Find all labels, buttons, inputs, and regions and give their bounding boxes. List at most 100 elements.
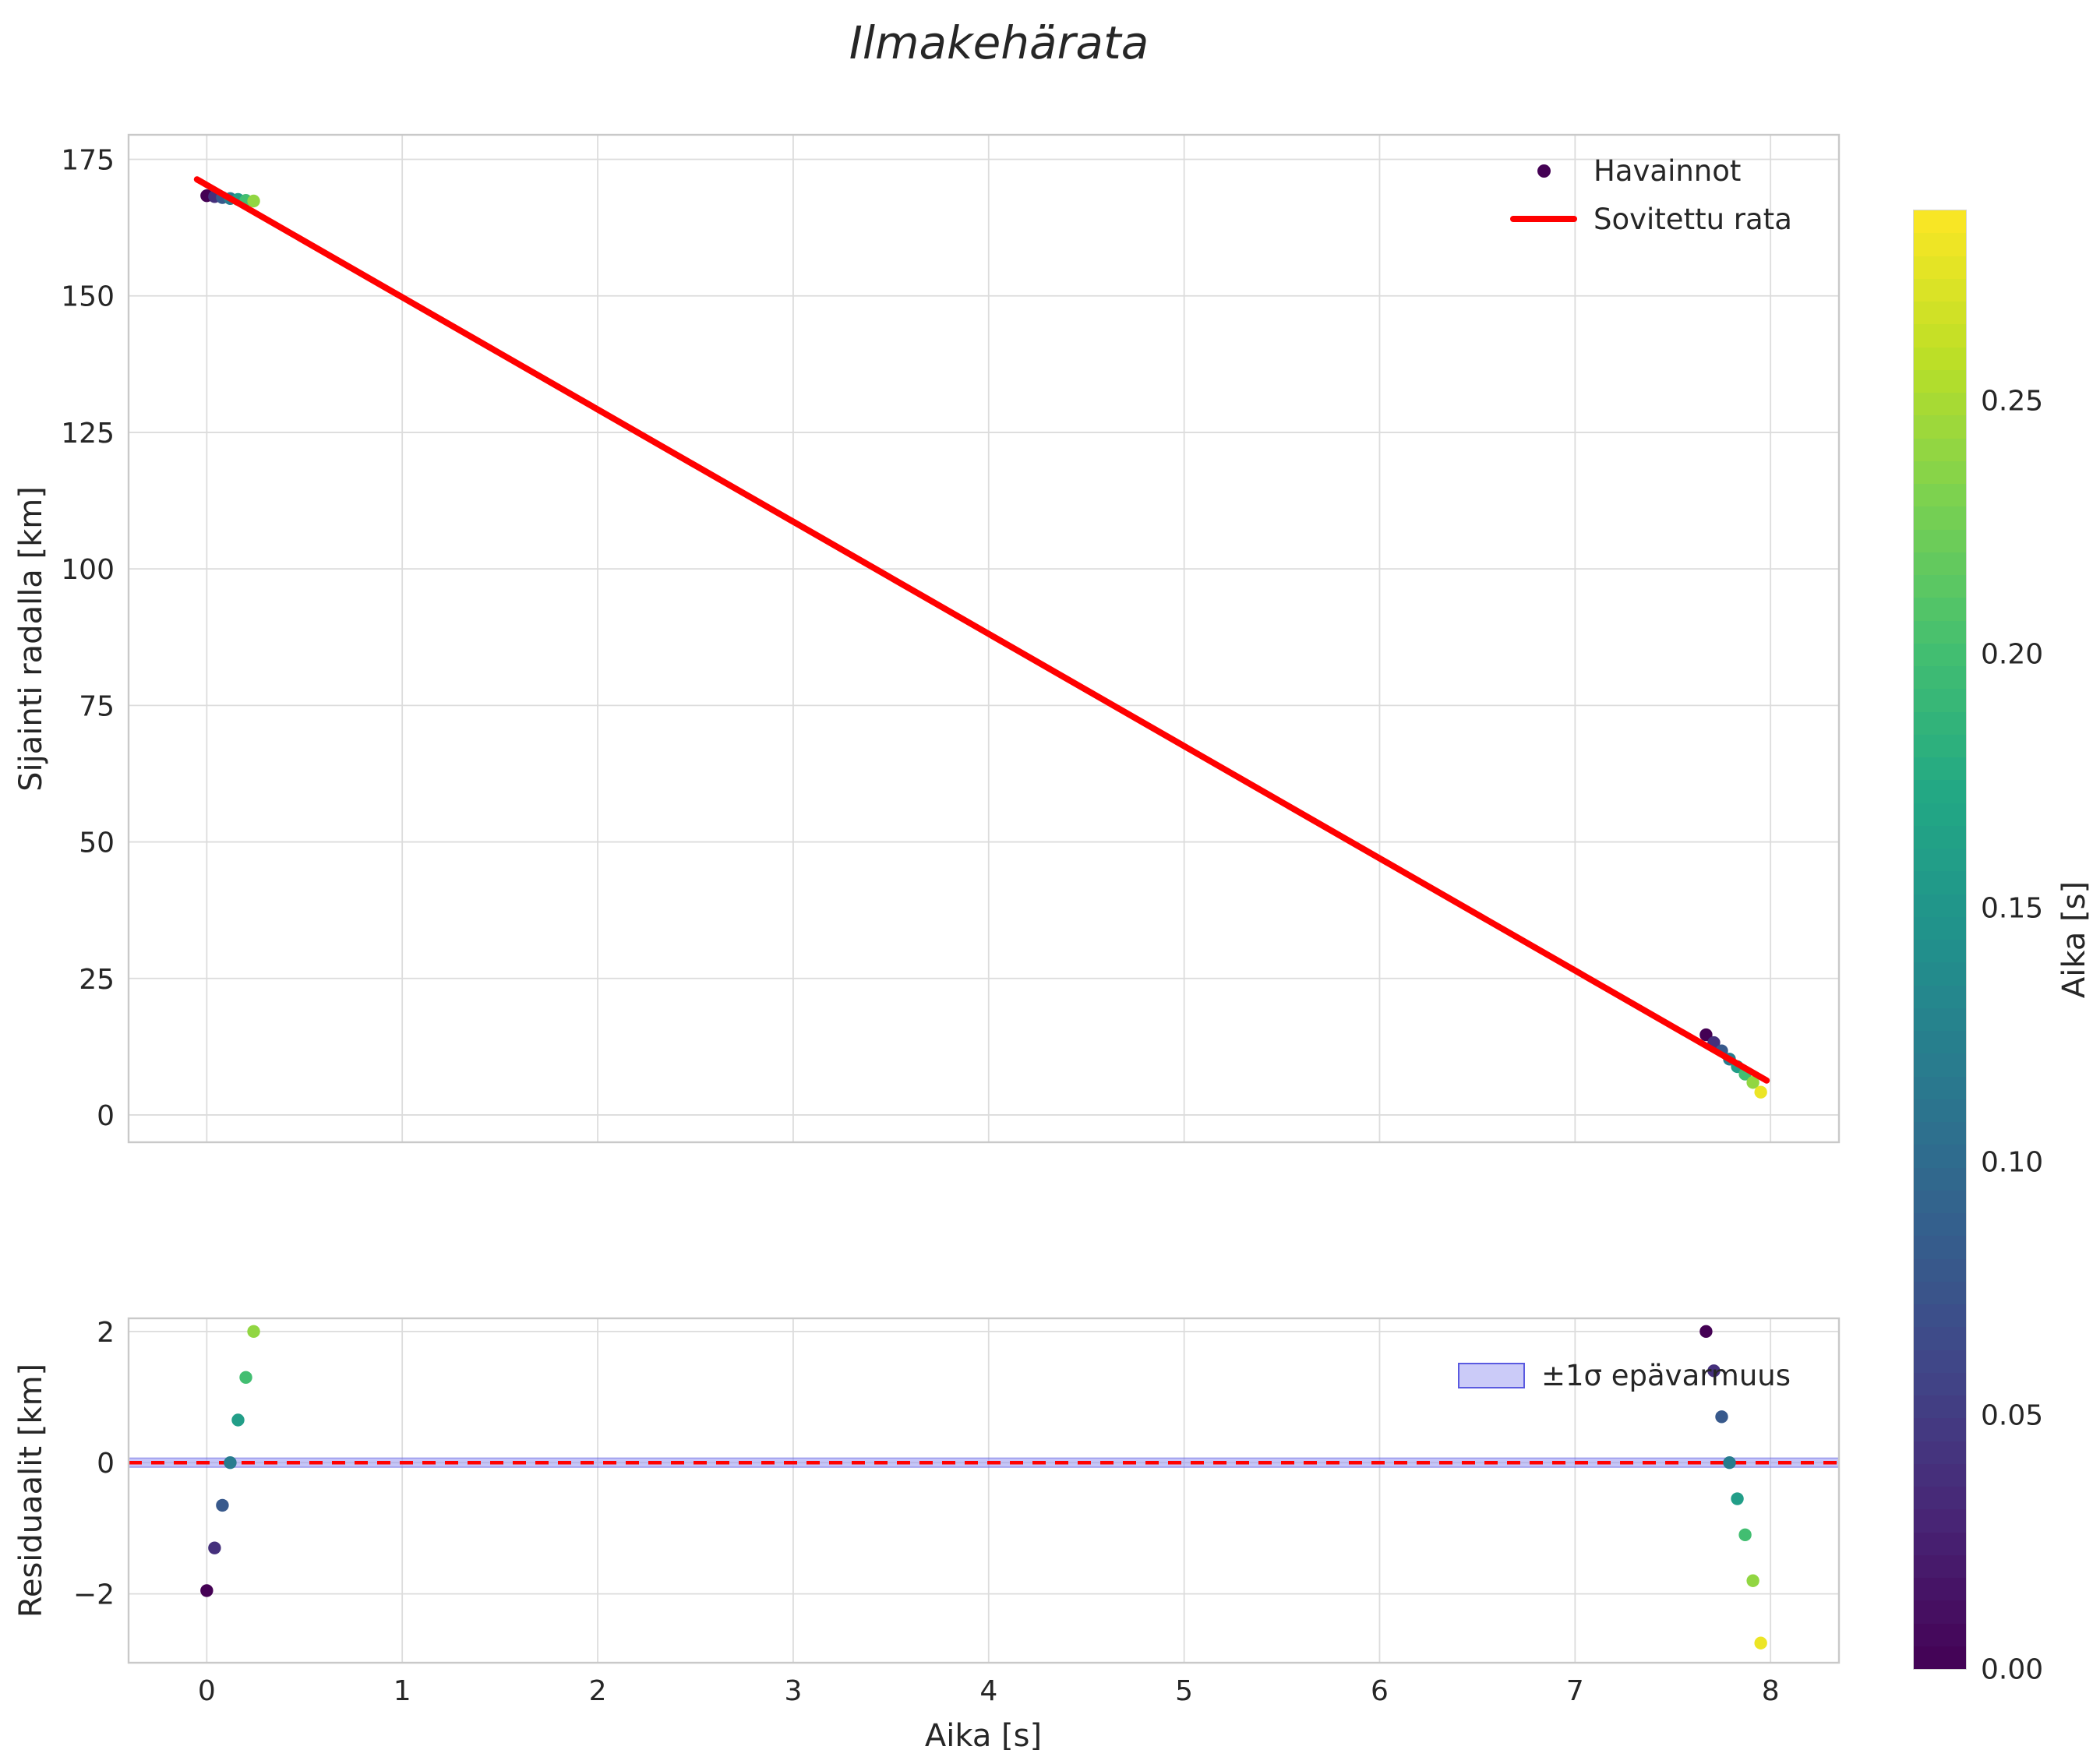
colorbar-slice	[1914, 1350, 1966, 1373]
svg-text:100: 100	[61, 554, 115, 586]
colorbar-label: Aika [s]	[2056, 880, 2092, 999]
fit-line-icon	[1510, 216, 1577, 222]
colorbar-slice	[1914, 347, 1966, 370]
gridlines	[129, 135, 1839, 1142]
colorbar-slice	[1914, 1646, 1966, 1669]
data-point	[1754, 1636, 1767, 1649]
svg-text:125: 125	[61, 418, 115, 450]
legend-symbol-box	[1508, 216, 1579, 222]
scatter-marker-icon	[1537, 164, 1551, 178]
colorbar-slice	[1914, 1487, 1966, 1510]
colorbar-slice	[1914, 803, 1966, 826]
tick-labels: −2 0 2 0 1 2 3 4 5 6 7 8	[73, 1317, 1780, 1707]
colorbar-slice	[1914, 506, 1966, 530]
legend-residuals: ±1σ epävarmuus	[1456, 1357, 1791, 1393]
colorbar-slice	[1914, 1327, 1966, 1350]
colorbar-slice	[1914, 278, 1966, 302]
colorbar-slice	[1914, 484, 1966, 507]
data-point	[1723, 1456, 1736, 1470]
svg-text:4: 4	[979, 1675, 997, 1707]
data-point	[239, 1371, 252, 1384]
colorbar-slice	[1914, 940, 1966, 963]
data-point	[1754, 1085, 1767, 1099]
colorbar-slice	[1914, 643, 1966, 666]
svg-text:2: 2	[97, 1317, 115, 1349]
svg-text:150: 150	[61, 281, 115, 313]
colorbar-slice	[1914, 393, 1966, 416]
y-axis-label-residuals: Residuaalit [km]	[13, 1363, 49, 1618]
colorbar-tick-label: 0.25	[1981, 385, 2044, 418]
colorbar-slice	[1914, 1578, 1966, 1601]
colorbar-slice	[1914, 1031, 1966, 1054]
colorbar-slice	[1914, 849, 1966, 872]
svg-text:0: 0	[198, 1675, 216, 1707]
svg-text:5: 5	[1175, 1675, 1193, 1707]
legend-entry-uncertainty: ±1σ epävarmuus	[1456, 1357, 1791, 1393]
svg-text:8: 8	[1762, 1675, 1780, 1707]
colorbar-slice	[1914, 529, 1966, 552]
svg-text:0: 0	[97, 1448, 115, 1480]
legend-entry-havainnot: Havainnot	[1508, 153, 1792, 189]
colorbar-slice	[1914, 711, 1966, 735]
y-axis-label-position: Sijainti radalla [km]	[13, 486, 49, 792]
colorbar-tick-label: 0.05	[1981, 1399, 2044, 1432]
svg-text:175: 175	[61, 145, 115, 177]
colorbar-slice	[1914, 1099, 1966, 1122]
colorbar-slice	[1914, 689, 1966, 712]
colorbar-slice	[1914, 1213, 1966, 1237]
colorbar-slice	[1914, 666, 1966, 690]
data-point	[216, 1498, 229, 1512]
colorbar-slice	[1914, 1372, 1966, 1395]
legend-label-sovitettu-rata: Sovitettu rata	[1594, 202, 1792, 236]
colorbar-slice	[1914, 1304, 1966, 1328]
data-point	[1699, 1028, 1713, 1042]
data-point	[224, 1456, 237, 1470]
colorbar-slice	[1914, 302, 1966, 325]
residual-points	[200, 1325, 1767, 1649]
colorbar-slice	[1914, 780, 1966, 803]
data-point	[1699, 1325, 1713, 1339]
colorbar-slice	[1914, 871, 1966, 894]
colorbar-slice	[1914, 210, 1966, 234]
colorbar-slice	[1914, 1145, 1966, 1168]
colorbar-slice	[1914, 916, 1966, 940]
svg-text:7: 7	[1566, 1675, 1584, 1707]
colorbar-slice	[1914, 1509, 1966, 1533]
colorbar-tick-label: 0.00	[1981, 1653, 2044, 1686]
colorbar-slice	[1914, 438, 1966, 461]
colorbar-gradient	[1913, 210, 1967, 1670]
legend-main: Havainnot Sovitettu rata	[1508, 153, 1792, 237]
legend-entry-sovitettu-rata: Sovitettu rata	[1508, 201, 1792, 237]
colorbar-slice	[1914, 1053, 1966, 1077]
residuals-panel: −2 0 2 0 1 2 3 4 5 6 7 8	[73, 1317, 1841, 1707]
colorbar-slice	[1914, 575, 1966, 598]
svg-text:25: 25	[79, 964, 115, 996]
colorbar-slice	[1914, 1258, 1966, 1282]
colorbar-slice	[1914, 460, 1966, 484]
colorbar-slice	[1914, 825, 1966, 849]
colorbar-slice	[1914, 1418, 1966, 1441]
svg-text:0: 0	[97, 1100, 115, 1132]
colorbar-slice	[1914, 1122, 1966, 1145]
data-point	[208, 1541, 221, 1554]
svg-text:−2: −2	[73, 1579, 115, 1611]
data-point	[1746, 1076, 1759, 1089]
colorbar-slice	[1914, 1190, 1966, 1213]
colorbar-tick-label: 0.10	[1981, 1146, 2044, 1179]
colorbar-slice	[1914, 1395, 1966, 1419]
colorbar-slice	[1914, 894, 1966, 917]
colorbar-slice	[1914, 552, 1966, 575]
trajectory-panel: 0 25 50 75 100 125 150 175	[61, 133, 1841, 1144]
axes-frame	[127, 1317, 1841, 1664]
svg-text:2: 2	[589, 1675, 607, 1707]
svg-text:6: 6	[1371, 1675, 1389, 1707]
svg-text:3: 3	[784, 1675, 802, 1707]
legend-symbol-box	[1456, 1362, 1527, 1388]
colorbar-slice	[1914, 256, 1966, 279]
tick-labels: 0 25 50 75 100 125 150 175	[61, 145, 115, 1132]
legend-label-uncertainty: ±1σ epävarmuus	[1541, 1358, 1791, 1392]
data-point	[200, 1584, 214, 1597]
colorbar-slice	[1914, 1463, 1966, 1487]
